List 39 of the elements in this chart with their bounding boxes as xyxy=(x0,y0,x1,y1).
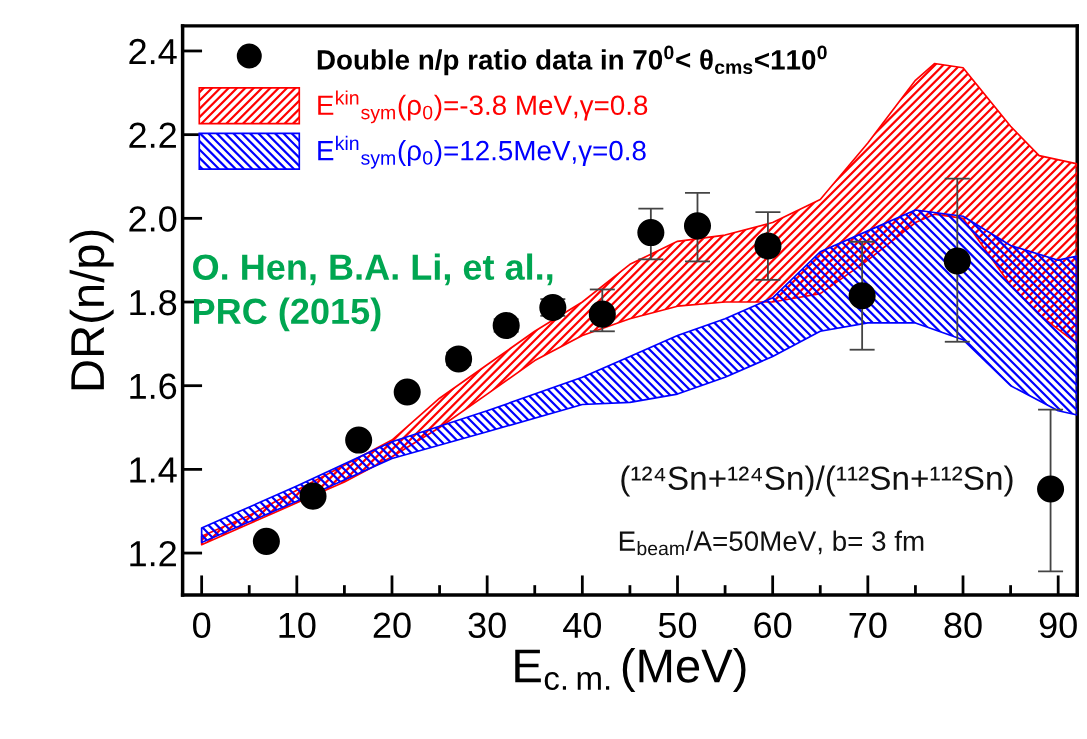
point xyxy=(393,378,421,406)
x-tick-label: 0 xyxy=(193,612,211,639)
point xyxy=(754,232,782,260)
point xyxy=(1037,475,1065,503)
legend-label: E$^{kin}$$_{sym}$(ρ$_{0}$)=-3.8 MeV,γ=0.8 xyxy=(318,90,648,124)
legend-label: Double n/p ratio data in 70$^{0}$< θ$_{cms}$<110$^{0}$ xyxy=(317,45,827,76)
x-tick-label: 50 xyxy=(658,612,697,639)
point xyxy=(492,311,520,339)
x-tick-label: 60 xyxy=(754,612,792,639)
annotation: (¹²⁴Sn+¹²⁴Sn)/(¹¹²Sn+¹¹²Sn) xyxy=(621,465,1013,497)
point xyxy=(943,247,971,275)
y-tick-label: 1.2 xyxy=(130,540,176,567)
x-tick-label: 70 xyxy=(849,612,887,639)
point xyxy=(299,482,327,510)
y-tick-label: 1.6 xyxy=(130,373,177,400)
x-tick-label: 30 xyxy=(468,612,506,639)
x-tick-label: 40 xyxy=(563,612,601,639)
x-tick-label: 10 xyxy=(279,612,316,639)
point xyxy=(683,212,712,240)
y-tick-label: 2.2 xyxy=(129,122,176,148)
x-tick-label: 80 xyxy=(944,612,982,639)
x-tick-label: 90 xyxy=(1039,612,1077,639)
point xyxy=(848,282,876,310)
point xyxy=(345,426,373,454)
point xyxy=(445,345,473,373)
annotation: O. Hen, B.A. Li, et al., PRC (2015) xyxy=(193,253,553,332)
x-tick-label: 20 xyxy=(373,612,411,639)
y-axis-title: DR(n/p) xyxy=(69,230,114,390)
y-tick-label: 1.8 xyxy=(130,289,177,316)
y-tick-label: 1.4 xyxy=(130,457,177,483)
annotation: E$_{beam}$/A=50MeV, b= 3 fm xyxy=(619,530,924,556)
point xyxy=(252,527,280,555)
point xyxy=(588,300,616,328)
point xyxy=(637,219,665,247)
y-tick-label: 2.4 xyxy=(129,38,177,65)
legend-label: E$^{kin}$$_{sym}$(ρ$_{0}$)=12.5MeV,γ=0.8 xyxy=(318,135,646,169)
y-tick-label: 2.0 xyxy=(129,206,177,232)
x-axis-title: E$_{c.m.}$(MeV) xyxy=(515,648,746,692)
point xyxy=(539,293,567,321)
